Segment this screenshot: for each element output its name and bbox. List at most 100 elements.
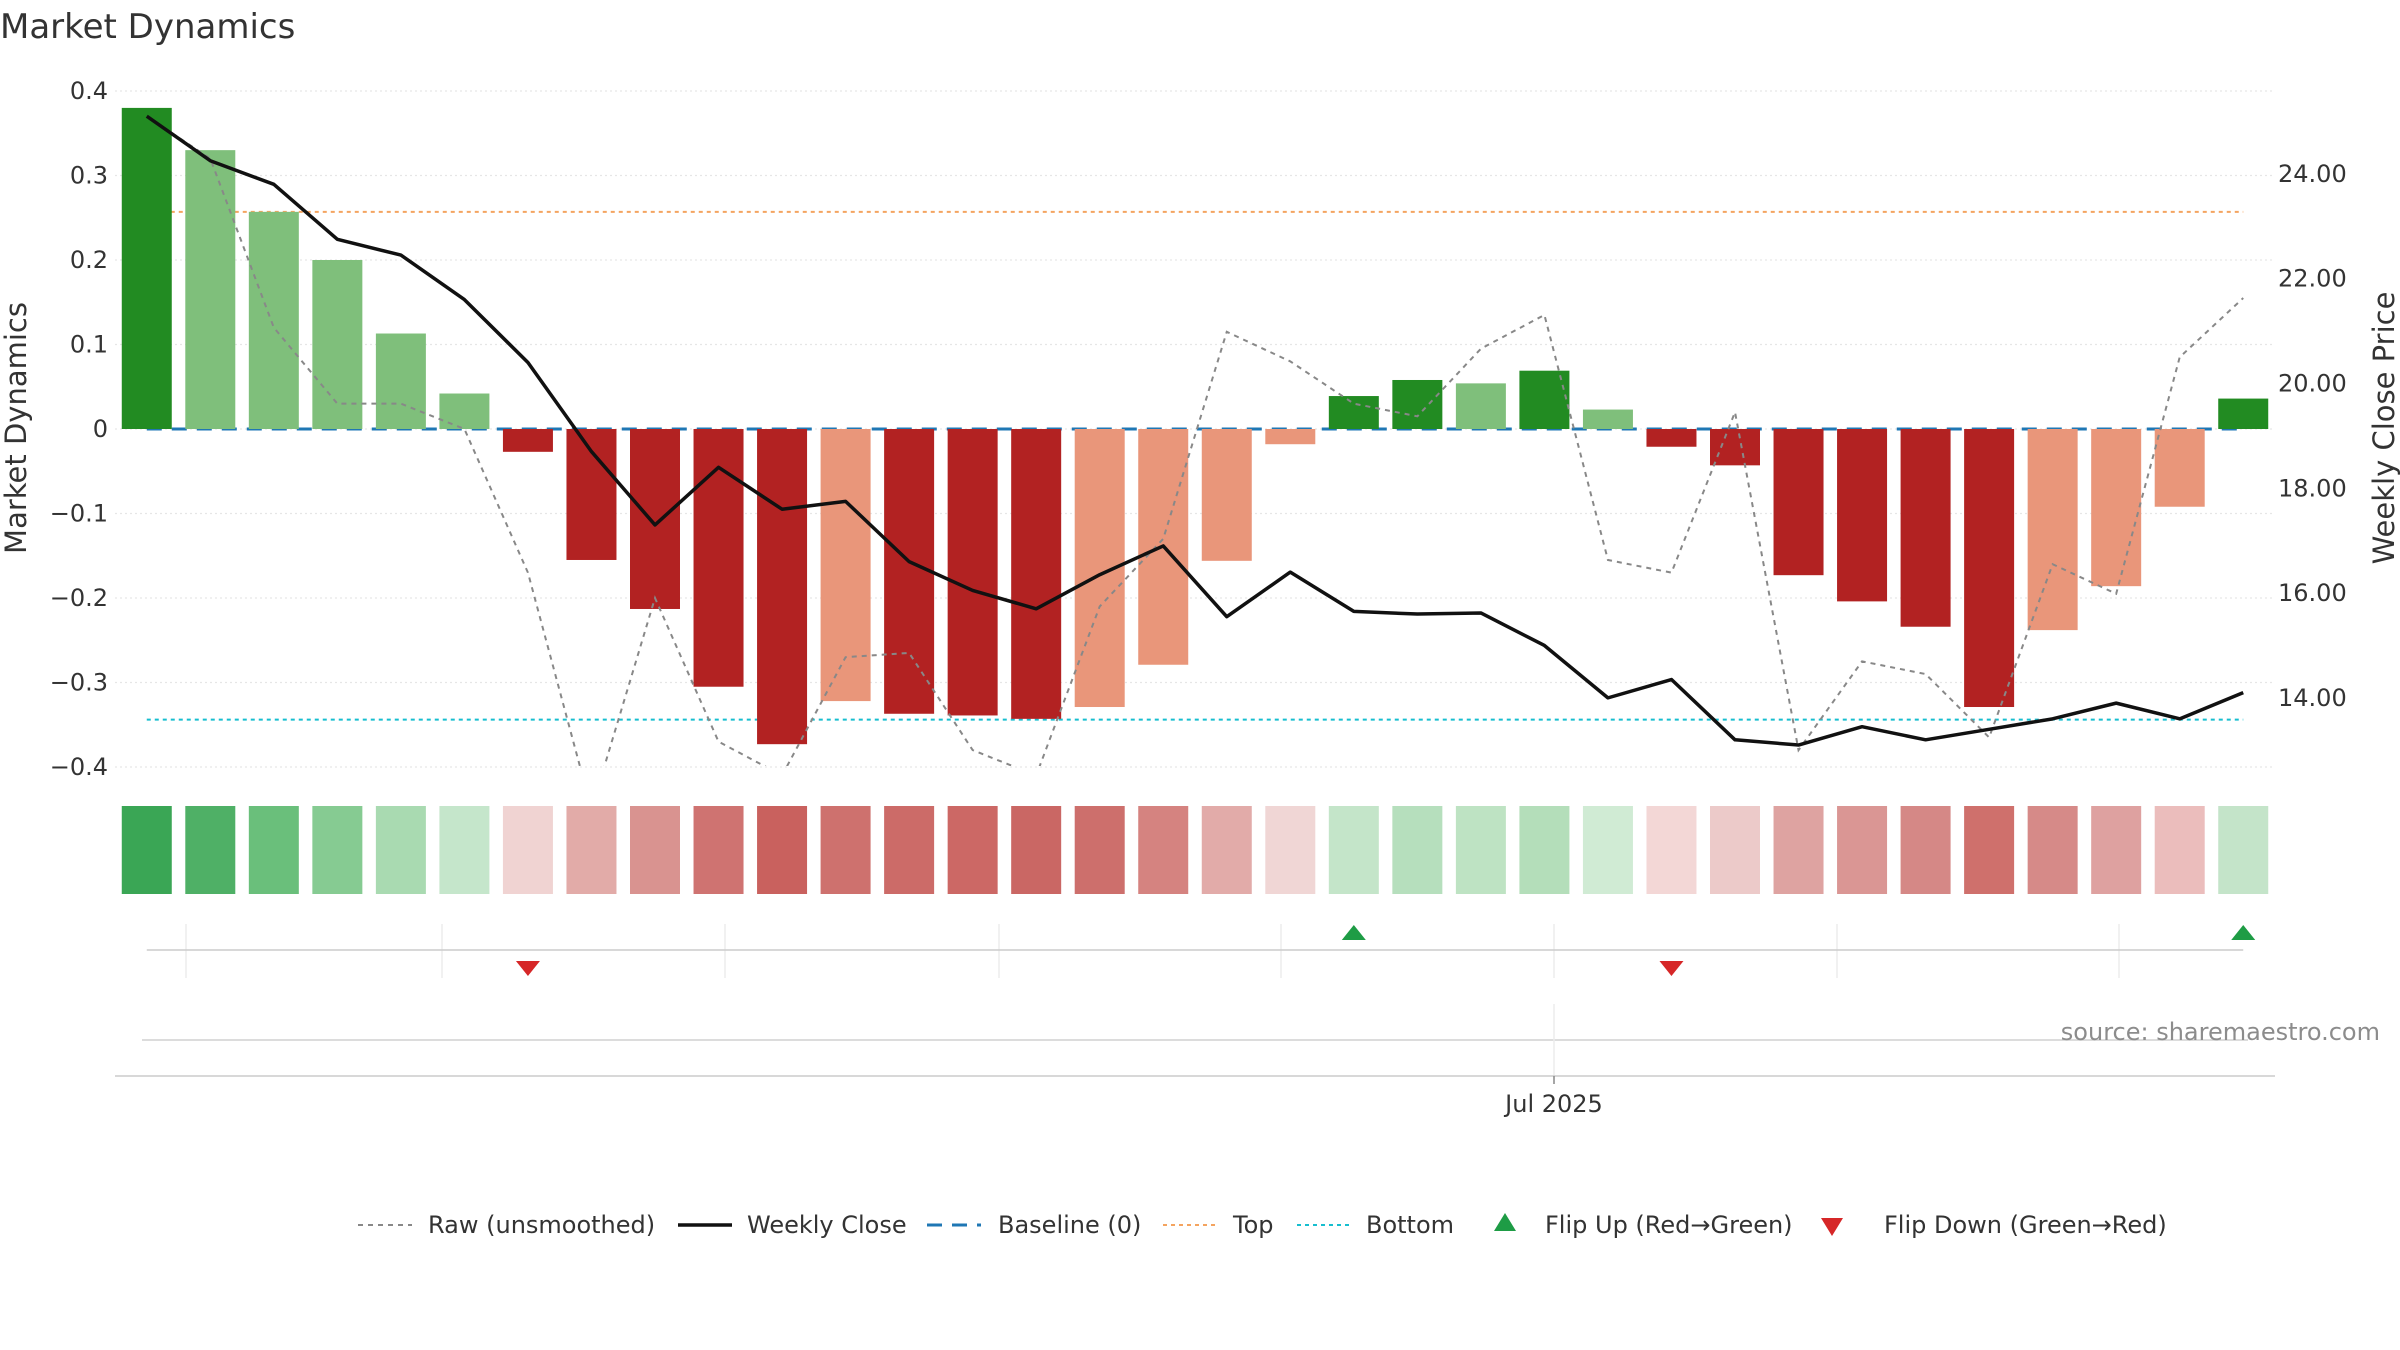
- flip-up-marker: [1341, 925, 1366, 940]
- color-strip: [121, 806, 2269, 894]
- raw-series-line: [146, 115, 2244, 766]
- left-axis-ticks: 0.4 0.3 0.2 0.1 0 −0.1 −0.2 −0.3 −0.4: [50, 77, 108, 781]
- bar: [1582, 409, 1633, 429]
- bar: [1773, 429, 1824, 576]
- reference-lines: [146, 210, 2244, 721]
- left-tick-label: 0.2: [70, 246, 108, 274]
- left-tick-label: −0.4: [50, 753, 108, 781]
- strip-cell: [1201, 806, 1252, 894]
- strip-cell: [1074, 806, 1125, 894]
- right-tick-label: 14.00: [2278, 684, 2347, 712]
- bar: [312, 260, 363, 429]
- bar: [820, 429, 871, 702]
- left-tick-label: 0.1: [70, 331, 108, 359]
- flip-up-marker: [2231, 925, 2256, 940]
- left-tick-label: −0.1: [50, 500, 108, 528]
- raw-series: [146, 115, 2244, 766]
- strip-cell: [1265, 806, 1316, 894]
- bar: [1265, 429, 1316, 445]
- bar: [1011, 429, 1062, 719]
- right-tick-label: 18.00: [2278, 474, 2347, 502]
- legend-item-flip-down: Flip Down (Green→Red): [1821, 1211, 2167, 1239]
- left-tick-label: −0.2: [50, 584, 108, 612]
- bar: [2027, 429, 2078, 631]
- legend-item-flip-up: Flip Up (Red→Green): [1494, 1211, 1793, 1239]
- strip-cell: [1519, 806, 1570, 894]
- strip-cell: [1455, 806, 1506, 894]
- bar: [375, 333, 426, 429]
- bar: [185, 150, 236, 429]
- strip-cell: [2091, 806, 2142, 894]
- close-series: [145, 114, 2244, 747]
- left-tick-label: −0.3: [50, 669, 108, 697]
- bar: [1646, 429, 1697, 447]
- bar: [121, 107, 172, 430]
- left-tick-label: 0: [93, 415, 108, 443]
- strip-cell: [185, 806, 236, 894]
- strip-cell: [693, 806, 744, 894]
- strip-cell: [121, 806, 172, 894]
- right-axis-ticks: 24.00 22.00 20.00 18.00 16.00 14.00: [2278, 160, 2347, 712]
- legend-label: Bottom: [1366, 1211, 1454, 1239]
- bar: [1900, 429, 1951, 627]
- strip-cell: [947, 806, 998, 894]
- flip-up-icon: [1494, 1213, 1516, 1231]
- strip-cell: [2218, 806, 2269, 894]
- strip-cell: [502, 806, 553, 894]
- legend-label: Raw (unsmoothed): [428, 1211, 655, 1239]
- legend-label: Weekly Close: [747, 1211, 907, 1239]
- strip-cell: [248, 806, 299, 894]
- right-tick-label: 16.00: [2278, 579, 2347, 607]
- strip-cell: [375, 806, 426, 894]
- strip-cell: [1646, 806, 1697, 894]
- bar: [1392, 379, 1443, 429]
- bar: [1455, 383, 1506, 429]
- bar: [1201, 429, 1252, 561]
- bar: [1710, 429, 1760, 466]
- legend-item-raw: Raw (unsmoothed): [358, 1211, 655, 1239]
- right-tick-label: 24.00: [2278, 160, 2347, 188]
- strip-cell: [1328, 806, 1379, 894]
- bar: [2218, 398, 2269, 429]
- legend-item-weekly-close: Weekly Close: [678, 1211, 907, 1239]
- legend: Raw (unsmoothed) Weekly Close Baseline (…: [358, 1211, 2167, 1239]
- strip-cell: [566, 806, 617, 894]
- left-tick-label: 0.4: [70, 77, 108, 105]
- strip-cell: [439, 806, 490, 894]
- strip-cell: [1710, 806, 1760, 894]
- flip-down-icon: [1821, 1218, 1843, 1236]
- strip-cell: [1582, 806, 1633, 894]
- strip-cell: [1138, 806, 1189, 894]
- legend-label: Flip Up (Red→Green): [1545, 1211, 1793, 1239]
- bar: [1964, 429, 2015, 708]
- legend-label: Baseline (0): [998, 1211, 1141, 1239]
- legend-item-top: Top: [1163, 1211, 1274, 1239]
- strip-cell: [1011, 806, 1062, 894]
- strip-cell: [1837, 806, 1888, 894]
- left-tick-label: 0.3: [70, 162, 108, 190]
- bar: [630, 429, 680, 609]
- bar: [947, 429, 998, 716]
- strip-cell: [1900, 806, 1951, 894]
- bar: [1519, 370, 1570, 429]
- strip-cell: [757, 806, 808, 894]
- bar: [1328, 396, 1379, 429]
- bar: [693, 429, 744, 687]
- strip-cell: [2027, 806, 2078, 894]
- x-axis: Jul 2025: [115, 1004, 2275, 1118]
- legend-label: Flip Down (Green→Red): [1884, 1211, 2167, 1239]
- bar: [2154, 429, 2205, 507]
- chart-title: Market Dynamics: [0, 7, 295, 47]
- right-tick-label: 20.00: [2278, 369, 2347, 397]
- bar: [757, 429, 808, 745]
- strip-cell: [2154, 806, 2205, 894]
- legend-item-baseline: Baseline (0): [927, 1211, 1141, 1239]
- right-axis-title: Weekly Close Price: [2367, 292, 2400, 565]
- flip-down-marker: [1659, 961, 1684, 976]
- strip-cell: [1964, 806, 2015, 894]
- legend-item-bottom: Bottom: [1297, 1211, 1454, 1239]
- bar: [248, 211, 299, 429]
- bar: [439, 393, 490, 429]
- strip-cell: [820, 806, 871, 894]
